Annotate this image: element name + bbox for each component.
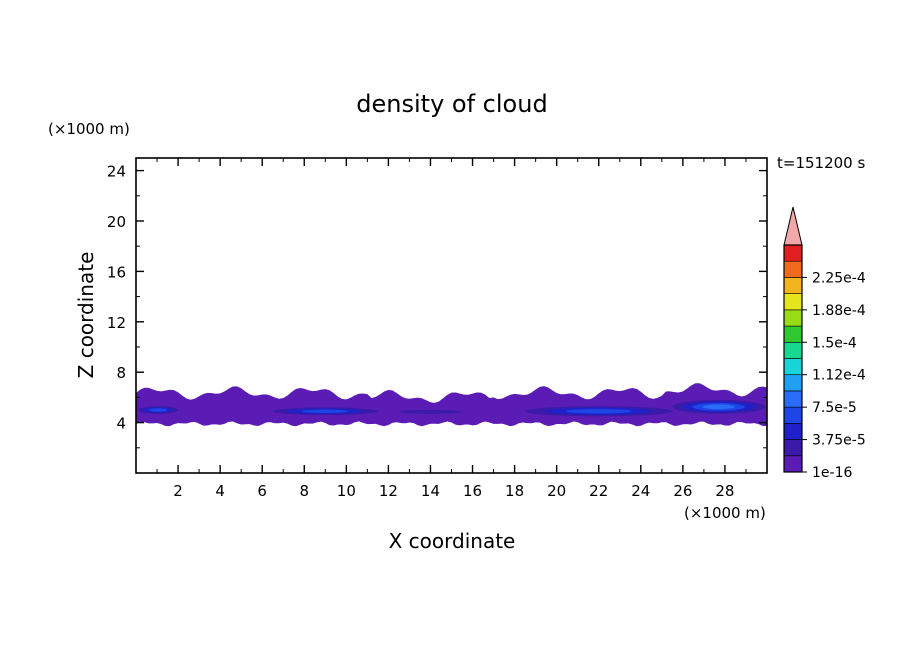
colorbar-segment — [783, 277, 803, 294]
x-tick-label: 22 — [589, 482, 608, 500]
colorbar-segment — [783, 325, 803, 343]
y-tick-label: 24 — [107, 163, 126, 181]
colorbar-label: 7.5e-5 — [812, 400, 857, 416]
colorbar: 1e-16 3.75e-5 7.5e-5 1.12e-4 1.5e-4 1.88e-4 2.… — [783, 206, 866, 481]
y-tick-label: 8 — [116, 364, 126, 382]
y-tick-label: 12 — [107, 314, 126, 332]
colorbar-frame — [783, 244, 803, 473]
x-axis-label: X coordinate — [389, 529, 516, 553]
density-contour — [702, 404, 735, 410]
x-tick-label: 24 — [631, 482, 650, 500]
x-tick-label: 14 — [421, 482, 440, 500]
density-contour — [301, 409, 349, 413]
colorbar-label: 2.25e-4 — [812, 270, 866, 286]
y-tick-label: 4 — [116, 415, 126, 433]
colorbar-label: 1.5e-4 — [812, 335, 857, 351]
colorbar-segment — [783, 423, 803, 440]
colorbar-segment — [783, 309, 803, 327]
colorbar-segment — [783, 455, 803, 473]
x-tick-label: 8 — [299, 482, 309, 500]
y-unit-label: (×1000 m) — [48, 120, 130, 138]
x-tick-label: 10 — [337, 482, 356, 500]
x-tick-label: 26 — [673, 482, 692, 500]
density-contour — [398, 410, 463, 414]
colorbar-segment — [783, 374, 803, 392]
colorbar-segment — [783, 390, 803, 408]
colorbar-label: 3.75e-5 — [812, 433, 866, 449]
x-tick-label: 20 — [547, 482, 566, 500]
colorbar-extend-arrow — [783, 206, 803, 246]
colorbar-segment — [783, 293, 803, 311]
colorbar-segment — [783, 439, 803, 457]
colorbar-segment — [783, 358, 803, 376]
plot-frame — [135, 157, 768, 474]
cloud-base-level — [136, 383, 767, 427]
colorbar-segment — [783, 406, 803, 424]
colorbar-segment — [783, 341, 803, 359]
colorbar-label: 1.12e-4 — [812, 368, 866, 384]
colorbar-segment — [783, 244, 803, 262]
y-tick-label: 20 — [107, 213, 126, 231]
x-tick-label: 6 — [257, 482, 267, 500]
x-tick-label: 28 — [715, 482, 734, 500]
x-unit-label: (×1000 m) — [684, 504, 766, 522]
density-field — [136, 383, 767, 427]
x-tick-label: 4 — [215, 482, 225, 500]
colorbar-label: 1.88e-4 — [812, 303, 866, 319]
colorbar-label: 1e-16 — [812, 465, 852, 481]
chart-title: density of cloud — [356, 90, 547, 118]
time-label: t=151200 s — [777, 154, 865, 172]
density-contour — [149, 408, 167, 412]
x-tick-label: 16 — [463, 482, 482, 500]
x-tick-label: 12 — [379, 482, 398, 500]
density-contour — [566, 409, 632, 414]
x-tick-label: 2 — [173, 482, 183, 500]
y-tick-label: 16 — [107, 263, 126, 281]
colorbar-segment — [783, 260, 803, 278]
x-tick-label: 18 — [505, 482, 524, 500]
y-axis-label: Z coordinate — [74, 252, 98, 379]
